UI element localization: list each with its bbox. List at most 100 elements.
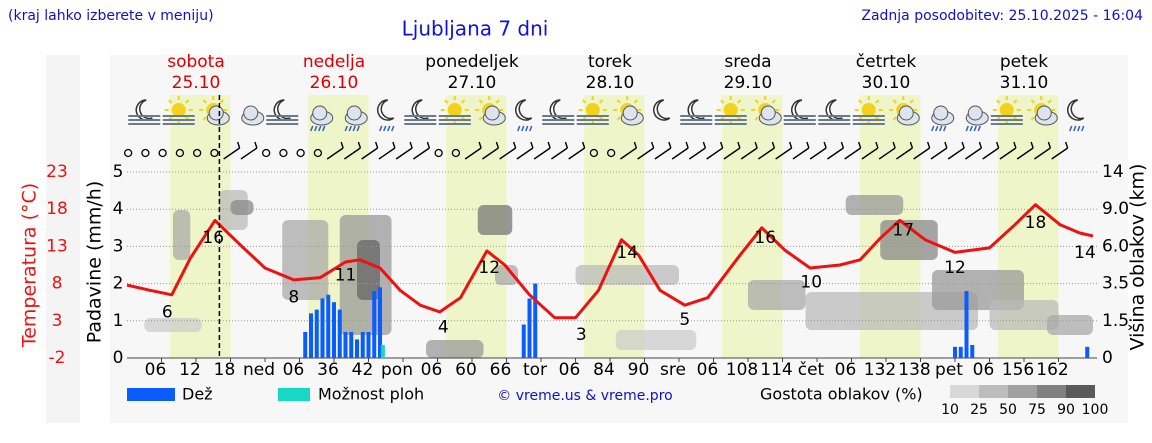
wind-barb [775, 147, 793, 160]
precip-bar [953, 346, 957, 358]
day-date: 31.10 [1000, 73, 1049, 93]
wind-barb [982, 147, 1000, 160]
y2-tick-label: 0 [1102, 348, 1113, 368]
precip-bar [1085, 346, 1090, 358]
cloud-area [230, 200, 254, 215]
x-tick-label: 156 [1002, 360, 1034, 380]
weather-icon [199, 95, 230, 126]
wind-barb [512, 141, 517, 149]
weather-icon [377, 99, 395, 132]
wind-barb [650, 141, 655, 149]
wind-calm [192, 148, 202, 158]
cloud-legend-box [1066, 385, 1095, 398]
cloud-area [426, 340, 484, 358]
wind-barb [758, 147, 775, 160]
precip-bar [303, 331, 308, 358]
day-name: ponedeljek [425, 52, 519, 72]
weather-icon [751, 95, 782, 126]
wind-barb [861, 147, 879, 160]
temp-tick-label: -2 [49, 348, 66, 368]
x-tick-label: 12 [179, 360, 201, 380]
x-tick-label: 138 [898, 360, 930, 380]
wind-barb [637, 147, 655, 160]
wind-barb [495, 141, 500, 149]
weather-icon [613, 95, 644, 126]
wind-barb [1016, 147, 1034, 160]
wind-barb [236, 141, 241, 149]
wind-barb [533, 147, 551, 160]
day-name: sobota [167, 52, 225, 72]
legend-label: Možnost ploh [318, 385, 424, 404]
temp-extremum-label: 16 [754, 228, 776, 248]
cloud-area [880, 220, 938, 260]
wind-barb [654, 147, 672, 160]
wind-barb [947, 147, 965, 160]
wind-barb [1051, 147, 1069, 160]
day-name: petek [1000, 52, 1048, 72]
weather-icon [344, 105, 368, 132]
weather-icon [990, 95, 1023, 125]
legend-swatch [127, 388, 175, 401]
wind-barb [482, 147, 499, 160]
wind-barb [1047, 141, 1052, 149]
x-tick-label: 90 [628, 360, 650, 380]
temp-axis-panel [46, 55, 80, 423]
y2-tick-label: 6.0 [1102, 236, 1129, 256]
wind-barb [961, 141, 965, 149]
wind-barb [702, 141, 707, 149]
wind-barb [719, 141, 724, 149]
precip-bar [320, 298, 325, 358]
temp-extremum-label: 3 [576, 325, 587, 345]
x-tick-label: sre [660, 360, 686, 380]
cloud-legend-label: 50 [999, 402, 1017, 418]
y2-tick-label: 1.5 [1102, 311, 1129, 331]
weather-icon [680, 99, 713, 125]
day-name: sreda [724, 52, 771, 72]
cloud-legend-label: 25 [970, 402, 988, 418]
wind-barb [1064, 141, 1069, 149]
cloud-legend-title: Gostota oblakov (%) [760, 385, 923, 404]
x-tick-label: 66 [490, 360, 512, 380]
x-tick-label: ned [243, 360, 275, 380]
x-tick-label: 06 [559, 360, 581, 380]
cloud-area [748, 280, 806, 310]
wind-barb [374, 141, 379, 149]
temp-extremum-label: 5 [679, 310, 690, 330]
cloud-legend-box [1037, 385, 1066, 398]
y2-tick-label: 3.5 [1102, 274, 1129, 294]
wind-barb [426, 141, 431, 149]
wind-barb [499, 147, 517, 160]
wind-barb [840, 141, 845, 149]
day-date: 25.10 [172, 73, 221, 93]
temp-tick-label: 3 [52, 311, 63, 331]
legend-label: Dež [182, 385, 213, 404]
wind-barb [792, 147, 810, 160]
x-tick-label: čet [798, 360, 825, 380]
cloud-area [477, 205, 513, 235]
wind-calm [451, 148, 461, 158]
wind-barb [857, 141, 862, 149]
wind-barb [1034, 147, 1051, 160]
temp-extremum-label: 6 [162, 302, 173, 322]
y2-tick-label: 14 [1102, 162, 1124, 182]
cloud-legend-label: 10 [941, 402, 959, 418]
update-time: Zadnja posodobitev: 25.10.2025 - 16:04 [861, 8, 1143, 24]
wind-barb [1030, 141, 1034, 149]
day-date: 26.10 [310, 73, 359, 93]
y-tick-label: 5 [113, 162, 124, 182]
cloud-area [357, 240, 380, 300]
x-tick-label: 84 [593, 360, 615, 380]
wind-barb [378, 147, 396, 160]
wind-barb [740, 147, 758, 160]
wind-barb [551, 147, 568, 160]
precip-bar [337, 309, 342, 358]
x-tick-label: 114 [760, 360, 792, 380]
wind-barb [809, 147, 827, 160]
wind-barb [999, 147, 1017, 160]
weather-icon [241, 105, 265, 126]
wind-barb [254, 141, 258, 149]
weather-icon [889, 95, 920, 126]
cloud-area [144, 318, 202, 332]
weather-icon [1027, 95, 1058, 126]
